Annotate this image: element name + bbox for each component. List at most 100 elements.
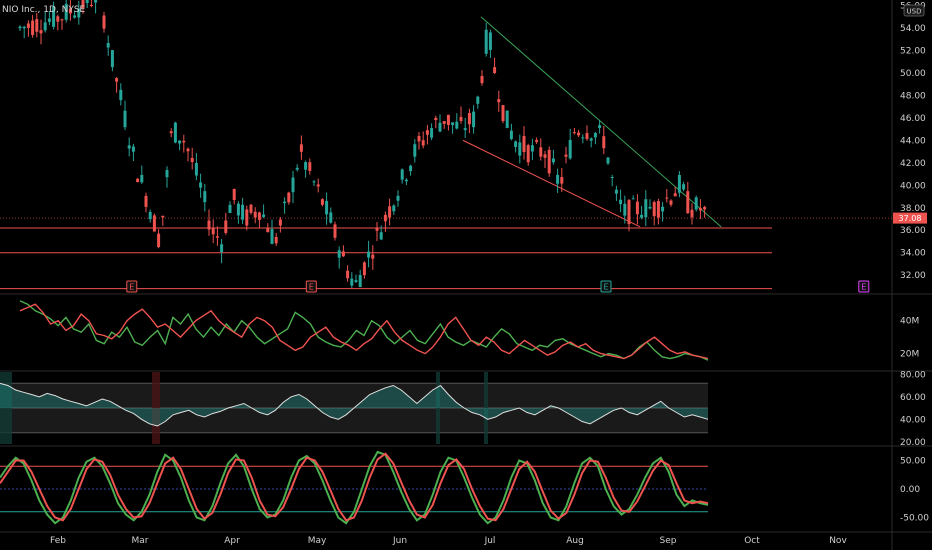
candle[interactable] [367, 240, 371, 268]
earnings-marker[interactable]: E [858, 280, 870, 293]
candle[interactable] [73, 10, 77, 19]
candle[interactable] [39, 19, 43, 45]
candle[interactable] [178, 140, 182, 151]
candle[interactable] [320, 198, 324, 207]
candle[interactable] [148, 209, 152, 223]
candle[interactable] [430, 123, 434, 141]
candle[interactable] [694, 195, 698, 212]
candle[interactable] [497, 90, 501, 112]
candle[interactable] [383, 211, 387, 232]
candle[interactable] [186, 147, 190, 162]
candle[interactable] [442, 121, 446, 129]
candle[interactable] [312, 180, 316, 187]
candle[interactable] [354, 274, 358, 284]
candle[interactable] [484, 22, 488, 57]
candle[interactable] [686, 181, 690, 214]
candle[interactable] [165, 166, 169, 188]
earnings-marker[interactable]: E [600, 280, 612, 293]
candle[interactable] [207, 209, 211, 236]
candle[interactable] [31, 15, 35, 38]
candle[interactable] [81, 0, 85, 14]
candle[interactable] [316, 178, 320, 193]
candle[interactable] [661, 201, 665, 222]
candle[interactable] [291, 170, 295, 203]
candle[interactable] [308, 158, 312, 175]
rsi-line[interactable] [0, 382, 709, 427]
candle[interactable] [656, 198, 660, 225]
candle[interactable] [455, 113, 459, 130]
trend-line[interactable] [462, 139, 641, 228]
candle[interactable] [501, 104, 505, 124]
candle[interactable] [89, 0, 93, 8]
candle[interactable] [572, 127, 576, 135]
candle[interactable] [236, 201, 240, 224]
candle[interactable] [438, 114, 442, 133]
candle[interactable] [94, 0, 98, 14]
candle[interactable] [409, 164, 413, 176]
candle[interactable] [547, 146, 551, 177]
candle[interactable] [652, 200, 656, 226]
candle[interactable] [211, 219, 215, 244]
candle[interactable] [119, 83, 123, 106]
candle[interactable] [60, 18, 64, 30]
candle[interactable] [392, 204, 396, 215]
candle[interactable] [228, 201, 232, 214]
candles[interactable] [18, 0, 707, 288]
candle[interactable] [698, 199, 702, 220]
candle[interactable] [480, 70, 484, 86]
candle[interactable] [677, 170, 681, 198]
candle[interactable] [467, 108, 471, 134]
stoch-series-line[interactable] [0, 452, 709, 522]
candle[interactable] [287, 191, 291, 205]
candle[interactable] [602, 125, 606, 155]
candle[interactable] [274, 233, 278, 246]
candle[interactable] [627, 198, 631, 232]
candle[interactable] [551, 149, 555, 165]
candle[interactable] [619, 189, 623, 213]
candle[interactable] [358, 269, 362, 288]
candle[interactable] [68, 0, 72, 21]
candle[interactable] [509, 123, 513, 141]
candle[interactable] [375, 221, 379, 242]
candle[interactable] [278, 216, 282, 233]
candle[interactable] [446, 114, 450, 131]
candle[interactable] [577, 129, 581, 138]
candle[interactable] [262, 204, 266, 219]
candle[interactable] [22, 25, 26, 39]
candle[interactable] [232, 188, 236, 205]
candle[interactable] [644, 190, 648, 227]
volume-series-line[interactable] [19, 303, 709, 360]
candle[interactable] [556, 168, 560, 193]
candle[interactable] [77, 0, 81, 25]
candle[interactable] [270, 219, 274, 245]
stoch-series-line[interactable] [0, 450, 709, 525]
rsi-pane[interactable] [0, 372, 709, 444]
candle[interactable] [173, 121, 177, 144]
candle[interactable] [194, 153, 198, 181]
candle[interactable] [337, 246, 341, 269]
candle[interactable] [640, 205, 644, 220]
candle[interactable] [505, 110, 509, 129]
candle[interactable] [472, 105, 476, 134]
candle[interactable] [682, 181, 686, 192]
candle[interactable] [648, 199, 652, 210]
candle[interactable] [526, 143, 530, 166]
candle[interactable] [110, 49, 114, 72]
volume-series-line[interactable] [19, 300, 709, 361]
candle[interactable] [102, 11, 106, 33]
candle[interactable] [581, 134, 585, 144]
candle[interactable] [64, 0, 68, 23]
candle[interactable] [47, 11, 51, 25]
candle[interactable] [568, 128, 572, 160]
candle[interactable] [425, 125, 429, 145]
currency-badge[interactable]: USD [903, 4, 925, 17]
candle[interactable] [341, 245, 345, 257]
candle[interactable] [631, 195, 635, 200]
candle[interactable] [703, 205, 707, 218]
candle[interactable] [635, 194, 639, 225]
candle[interactable] [434, 115, 438, 129]
candle[interactable] [52, 1, 56, 30]
candle[interactable] [493, 57, 497, 75]
candle[interactable] [169, 128, 173, 138]
